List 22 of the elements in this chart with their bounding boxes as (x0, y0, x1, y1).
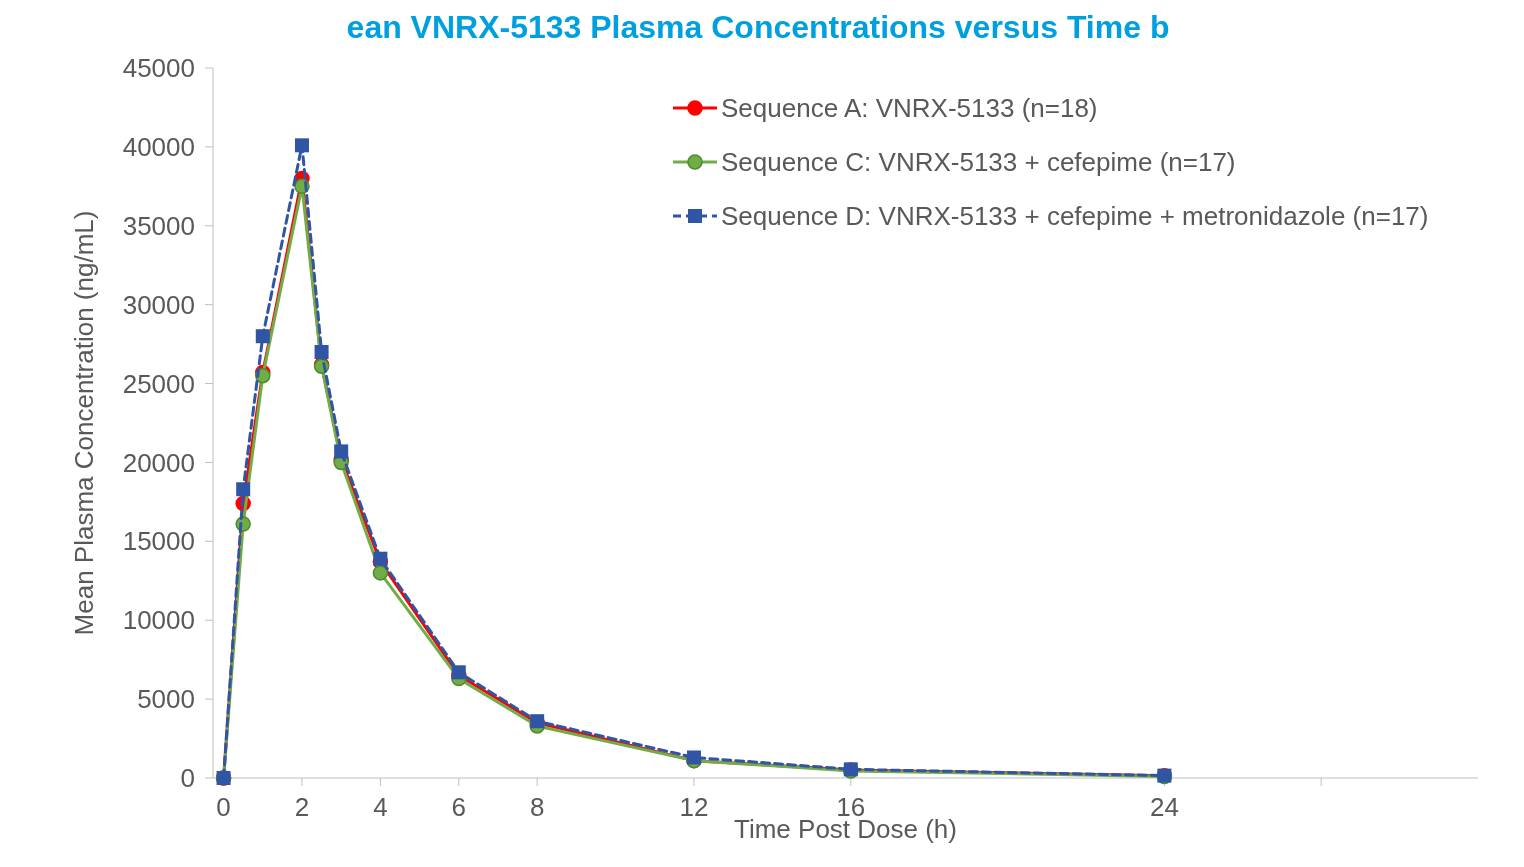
x-tick-label: 8 (529, 792, 545, 822)
x-tick-label: 12 (679, 792, 709, 822)
y-tick-label: 40000 (122, 131, 195, 162)
y-tick-label: 35000 (122, 210, 195, 241)
y-tick-label: 20000 (122, 447, 195, 478)
y-tick-label: 5000 (137, 684, 195, 715)
y-tick-label: 10000 (122, 605, 195, 636)
legend-label: Sequence A: VNRX-5133 (n=18) (721, 93, 1098, 124)
y-tick-label: 0 (180, 763, 195, 794)
x-tick-label: 0 (216, 792, 231, 822)
x-tick-label: 2 (294, 792, 310, 822)
y-tick-label: 25000 (122, 368, 195, 399)
y-tick-label: 30000 (122, 289, 195, 320)
chart-title: ean VNRX-5133 Plasma Concentrations versus Time b (346, 9, 1170, 45)
y-tick-label: 45000 (122, 53, 195, 84)
y-axis-title: Mean Plasma Concentration (ng/mL) (69, 210, 99, 636)
legend-label: Sequence C: VNRX-5133 + cefepime (n=17) (721, 147, 1236, 178)
x-tick-label: 4 (373, 792, 388, 822)
legend-label: Sequence D: VNRX-5133 + cefepime + metronidazole (n=17) (721, 201, 1429, 232)
x-tick-label: 24 (1149, 792, 1179, 822)
y-tick-label: 15000 (122, 526, 195, 557)
x-tick-label: 6 (451, 792, 467, 822)
